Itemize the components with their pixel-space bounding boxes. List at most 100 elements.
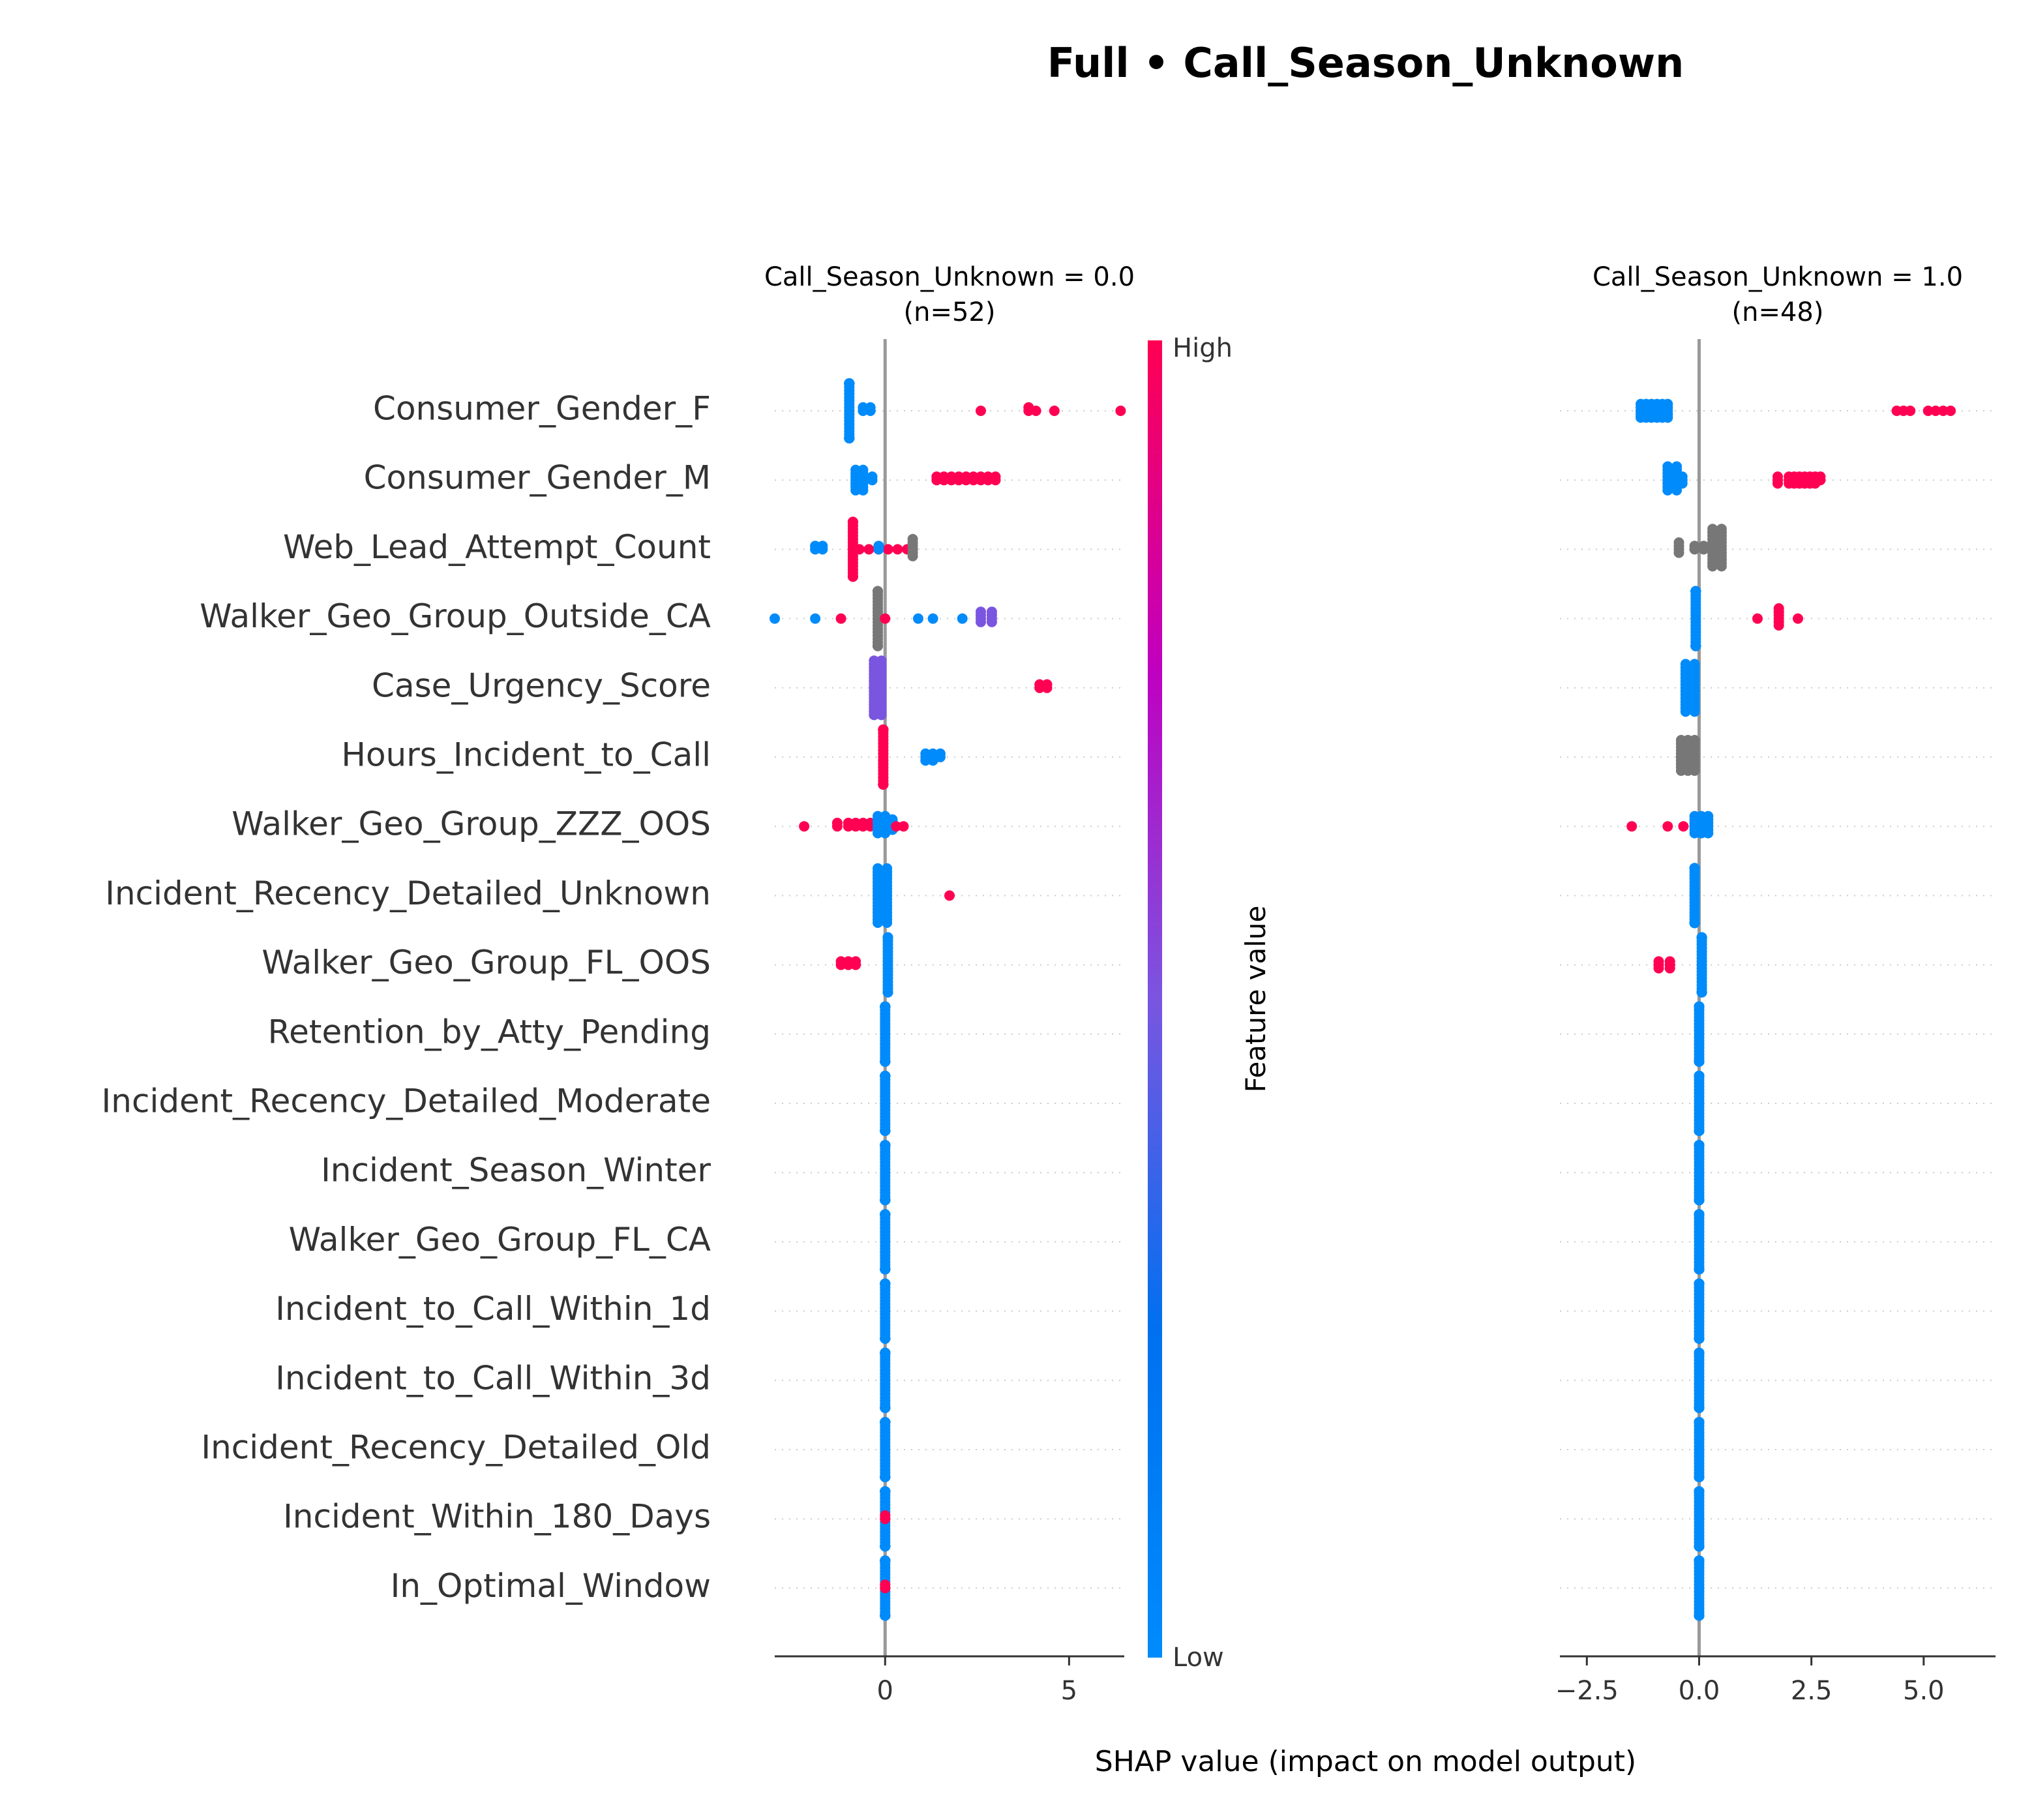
feature-label: Incident_Recency_Detailed_Old — [201, 1429, 711, 1467]
shap-point — [882, 544, 893, 555]
shap-point — [1694, 1056, 1705, 1067]
shap-point — [880, 1209, 891, 1220]
shap-point — [1694, 1278, 1705, 1289]
shap-point — [880, 613, 891, 624]
shap-point — [1707, 561, 1718, 572]
x-axis-label: SHAP value (impact on model output) — [1095, 1745, 1636, 1778]
shap-point — [1694, 1402, 1705, 1413]
shap-point — [1815, 471, 1826, 482]
feature-label: Incident_to_Call_Within_3d — [275, 1359, 711, 1397]
row-gridlines — [775, 410, 1124, 1589]
shap-point — [1703, 811, 1714, 822]
shap-point — [880, 1333, 891, 1344]
shap-point — [1671, 461, 1683, 472]
shap-point — [1689, 659, 1700, 670]
shap-point — [882, 863, 893, 874]
shap-point — [858, 485, 869, 496]
feature-label: Walker_Geo_Group_Outside_CA — [200, 597, 711, 635]
shap-point — [1922, 406, 1934, 416]
shap-point — [927, 613, 938, 624]
shap-point — [1049, 406, 1060, 416]
x-tick-label: 2.5 — [1791, 1676, 1832, 1706]
shap-point — [878, 724, 889, 735]
x-tick-label: 5.0 — [1903, 1676, 1945, 1706]
shap-point — [863, 544, 875, 555]
shap-point — [990, 471, 1001, 482]
shap-point — [876, 655, 887, 666]
shap-point — [1716, 524, 1727, 535]
panel-title-line1: Call_Season_Unknown = 0.0 — [764, 262, 1135, 292]
shap-point — [882, 987, 893, 998]
shap-point — [1664, 962, 1675, 974]
feature-label: Incident_Recency_Detailed_Unknown — [105, 874, 711, 912]
feature-label: Consumer_Gender_F — [373, 390, 711, 428]
shap-point — [1930, 406, 1941, 416]
feature-label: Retention_by_Atty_Pending — [268, 1013, 711, 1051]
shap-point — [1945, 406, 1956, 416]
shap-point — [1689, 706, 1700, 717]
shap-point — [1937, 406, 1949, 416]
shap-point — [1772, 478, 1783, 489]
feature-label: Consumer_Gender_M — [364, 459, 711, 497]
shap-point — [1680, 706, 1691, 717]
shap-point — [1696, 932, 1707, 943]
shap-point — [1905, 406, 1916, 416]
shap-point — [976, 606, 986, 618]
shap-point — [850, 956, 861, 967]
shap-point — [1662, 485, 1673, 496]
shap-point — [873, 586, 883, 597]
shap-point — [1694, 1001, 1705, 1012]
shap-point — [1694, 1209, 1705, 1220]
shap-point — [873, 640, 883, 651]
feature-label: Incident_Recency_Detailed_Moderate — [102, 1082, 711, 1120]
shap-point — [880, 1402, 891, 1413]
shap-point — [880, 1001, 891, 1012]
shap-point — [1680, 659, 1691, 670]
shap-point — [1694, 1333, 1705, 1344]
shap-point — [880, 1056, 891, 1067]
feature-label: Walker_Geo_Group_FL_OOS — [262, 944, 711, 981]
shap-point — [1689, 917, 1700, 929]
shap-point — [1662, 398, 1673, 410]
shap-point — [1689, 765, 1700, 776]
shap-point — [1689, 541, 1700, 552]
colorbar-low-label: Low — [1173, 1643, 1224, 1673]
shap-point — [1694, 1541, 1705, 1552]
x-tick-label: 0 — [877, 1676, 893, 1706]
shap-point — [880, 1417, 891, 1427]
shap-point — [880, 1347, 891, 1358]
shap-point — [1703, 828, 1714, 839]
shap-point — [1690, 640, 1701, 651]
shap-point — [770, 613, 780, 624]
shap-point — [1626, 821, 1638, 832]
x-tick-label: 5 — [1061, 1676, 1077, 1706]
row-gridlines — [1560, 410, 1996, 1589]
shap-point — [1696, 987, 1707, 998]
shap-point — [1694, 1264, 1705, 1275]
shap-point — [944, 890, 955, 901]
shap-point — [844, 433, 855, 443]
shap-point — [1662, 821, 1673, 832]
shap-point — [817, 541, 828, 552]
shap-point — [1694, 1555, 1705, 1566]
panel-call-season-unknown-1: Call_Season_Unknown = 1.0 (n=48) −2.5 0.0… — [1555, 262, 1996, 1706]
shap-point — [878, 779, 889, 790]
shap-point — [1698, 541, 1709, 552]
colorbar-gradient — [1148, 340, 1162, 1658]
shap-point — [880, 1472, 891, 1482]
shap-point — [1707, 524, 1718, 535]
shap-point — [986, 606, 997, 618]
shap-point — [873, 541, 884, 552]
shap-point — [880, 1071, 891, 1081]
shap-point — [880, 1541, 891, 1552]
shap-point — [867, 471, 878, 482]
shap-point — [1773, 620, 1784, 631]
x-tick-label: 0.0 — [1679, 1676, 1720, 1706]
shap-point — [957, 613, 968, 624]
shap-point — [873, 917, 883, 928]
shap-point — [1694, 1195, 1705, 1206]
shap-point — [831, 818, 843, 828]
shap-point — [880, 1278, 891, 1289]
shap-point — [882, 932, 893, 943]
shap-point — [858, 464, 869, 475]
